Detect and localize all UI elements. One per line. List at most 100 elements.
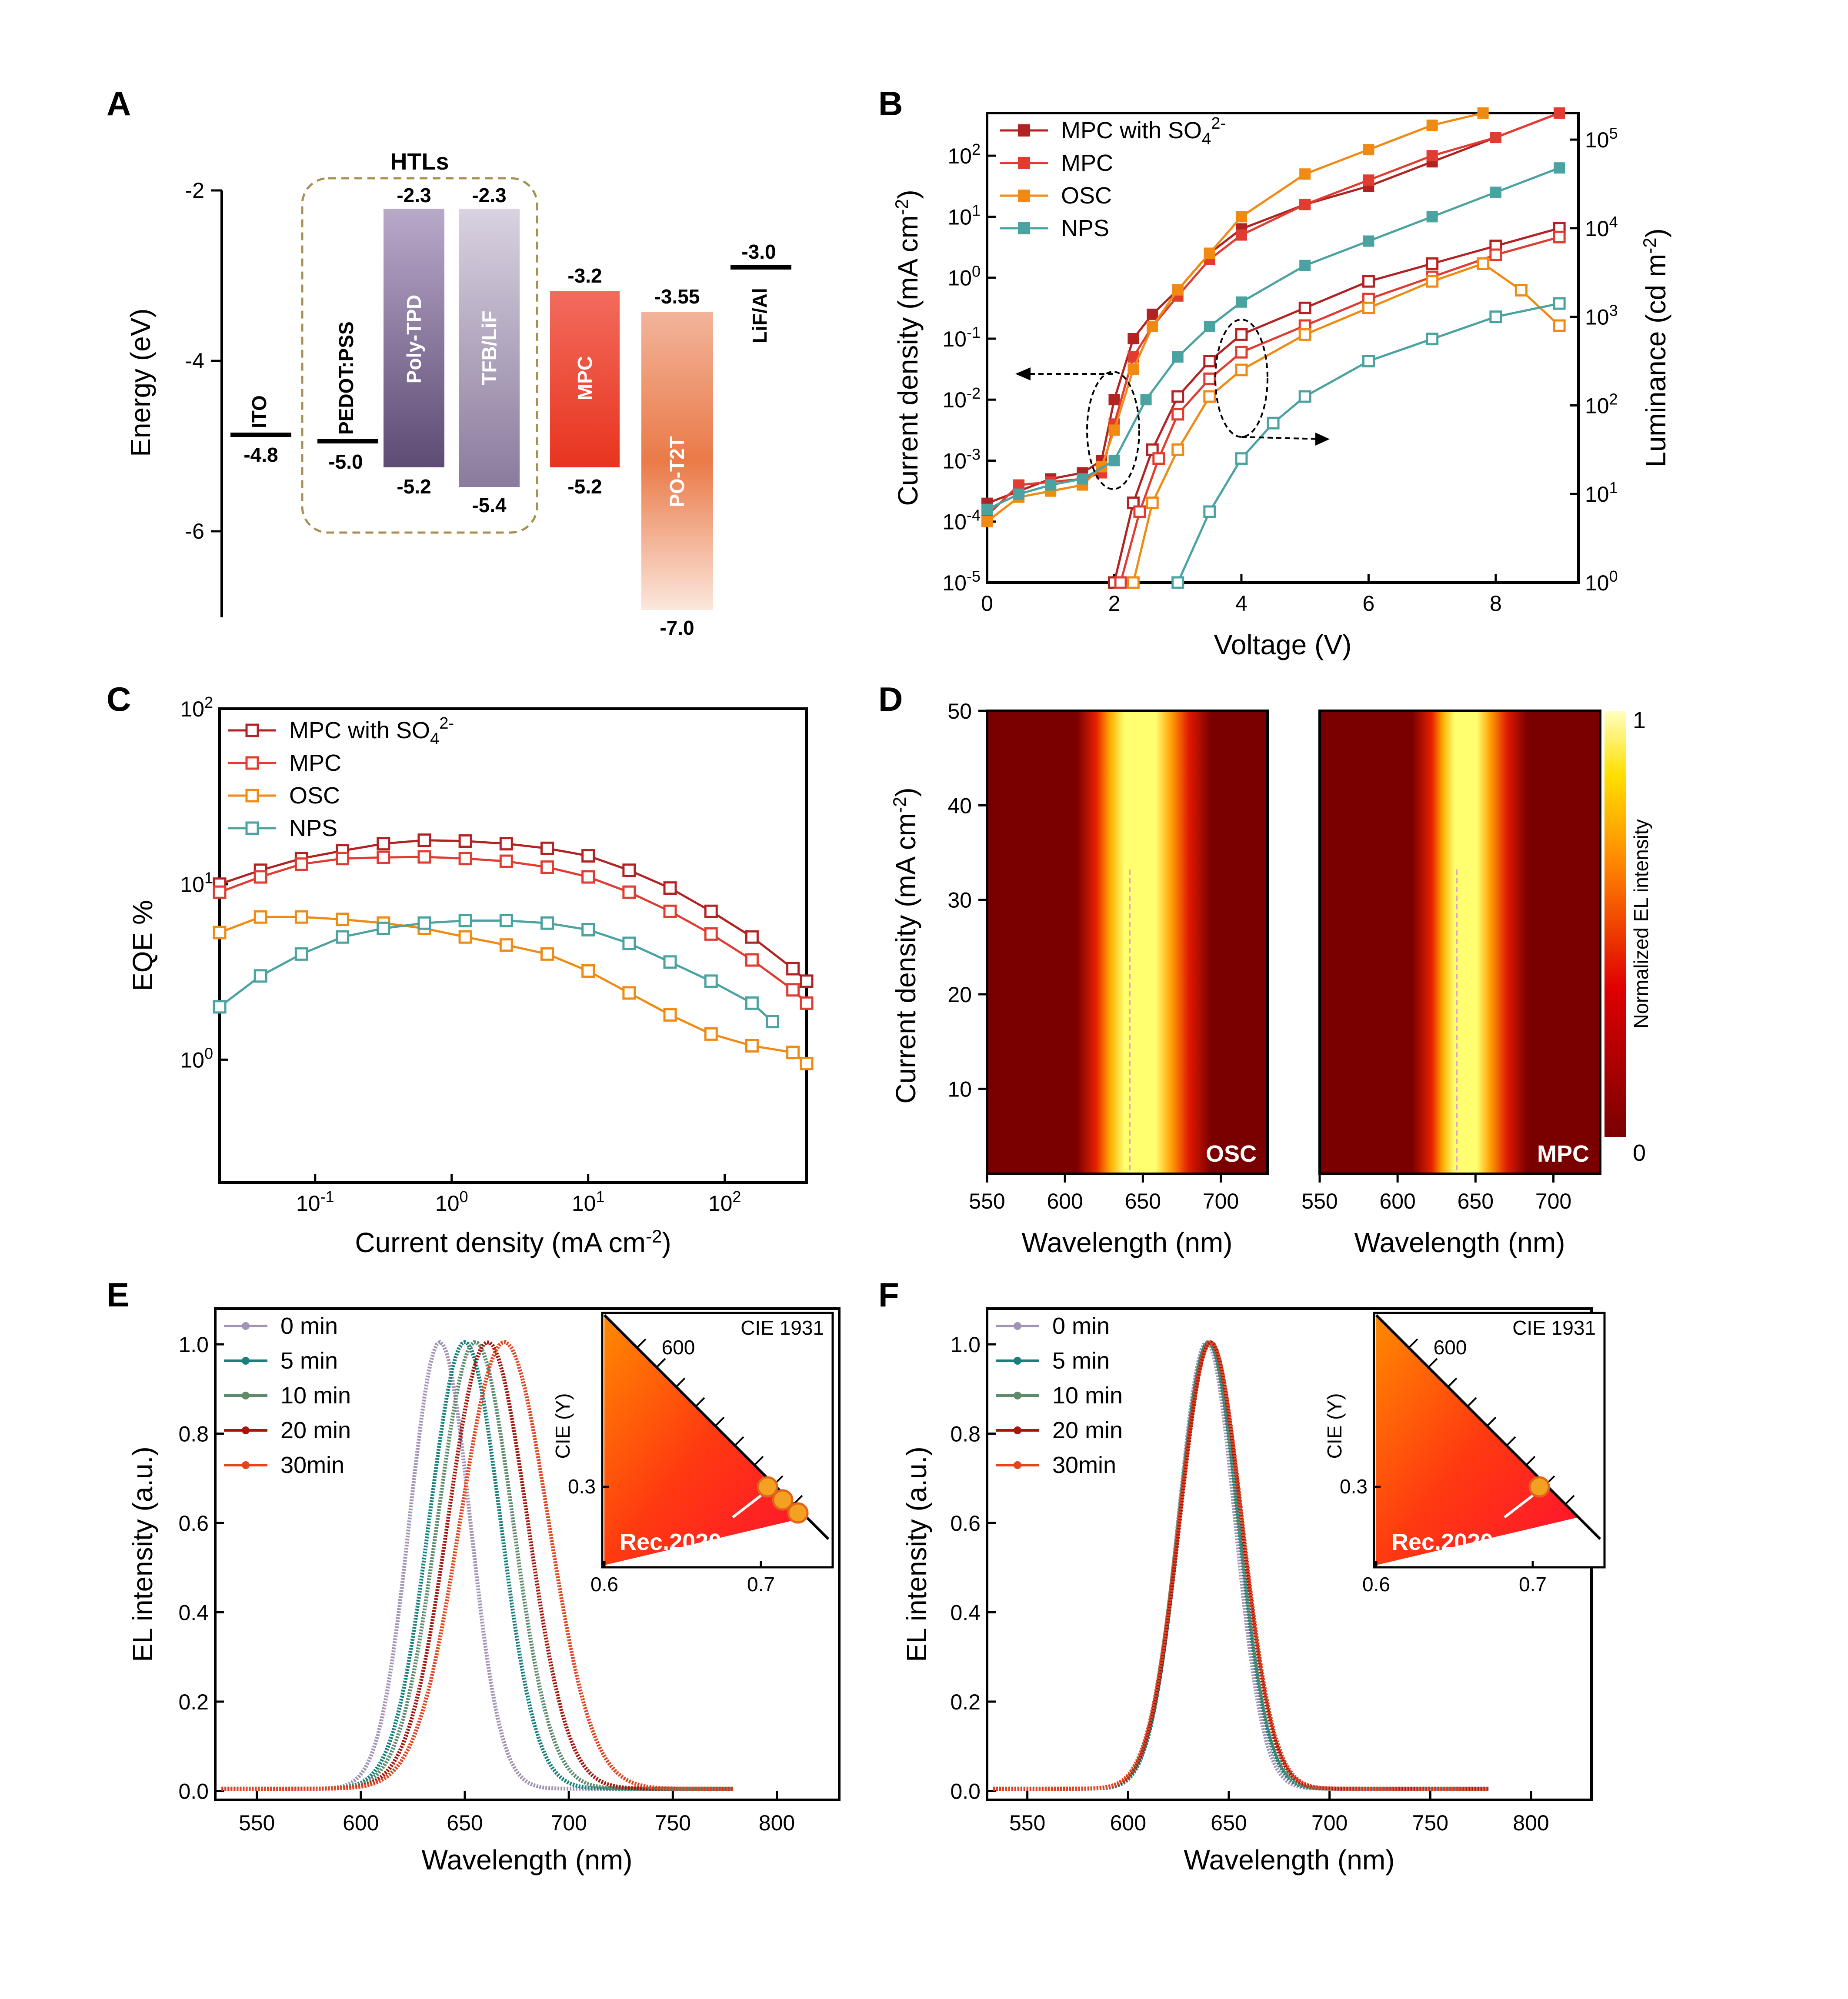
jvl-data-point bbox=[981, 516, 993, 527]
el-e-plot-frame bbox=[214, 1307, 841, 1801]
heatmap-mpc: MPC bbox=[1318, 710, 1601, 1175]
jvl-x-axis-label: Voltage (V) bbox=[1214, 629, 1352, 660]
jvl-y-axis-label: Current density (mA cm-2) bbox=[891, 190, 924, 506]
jvl-data-point bbox=[1553, 230, 1566, 243]
cie-gamut-region bbox=[1376, 1315, 1578, 1565]
el-legend-marker bbox=[1014, 1357, 1021, 1365]
poly-tpd-top: -2.3 bbox=[397, 184, 431, 207]
tfb-lif-bottom: -5.4 bbox=[472, 494, 507, 516]
heatmap-x-tick-label: 700 bbox=[1203, 1189, 1239, 1213]
cie-locus-tick bbox=[675, 1377, 686, 1388]
eqe-data-point bbox=[663, 1008, 677, 1022]
cie-locus-tick bbox=[1467, 1397, 1477, 1407]
eqe-data-point bbox=[704, 904, 718, 918]
el-legend-marker bbox=[1014, 1392, 1021, 1399]
el-legend-marker bbox=[242, 1357, 250, 1365]
jvl-data-point bbox=[1514, 284, 1528, 297]
cie-locus-tick bbox=[754, 1456, 764, 1466]
jvl-data-point bbox=[1204, 247, 1215, 259]
jvl-data-point bbox=[1426, 211, 1438, 223]
heatmap-x-tick-label: 650 bbox=[1458, 1189, 1494, 1213]
heatmap-osc: OSC bbox=[986, 710, 1269, 1175]
el-f-y-axis-label: EL intensity (a.u.) bbox=[901, 1446, 932, 1662]
lif-al-label: LiF/Al bbox=[748, 288, 771, 343]
jvl-data-point bbox=[1489, 310, 1502, 323]
el-legend-marker bbox=[242, 1461, 250, 1469]
el-legend-marker bbox=[1014, 1461, 1021, 1469]
poly-tpd-bar bbox=[384, 209, 444, 467]
mpc-bar bbox=[550, 291, 620, 467]
jvl-data-point bbox=[1204, 320, 1215, 332]
eqe-data-point bbox=[622, 885, 636, 899]
energy-tick-label: -4 bbox=[185, 349, 204, 373]
eqe-data-point bbox=[458, 930, 472, 944]
cie-wavelength-label: 600 bbox=[1434, 1336, 1467, 1359]
eqe-data-point bbox=[417, 833, 431, 847]
jvl-series-line bbox=[986, 112, 1560, 516]
el-e-y-axis-label: EL intensity (a.u.) bbox=[127, 1446, 158, 1662]
jvl-data-point bbox=[1235, 346, 1248, 359]
jvl-legend-marker bbox=[1018, 190, 1030, 202]
el-y-tick-label: 0.0 bbox=[178, 1779, 209, 1803]
eqe-data-point bbox=[581, 964, 595, 978]
jvl-data-point bbox=[981, 503, 993, 515]
el-x-tick-label: 700 bbox=[1311, 1811, 1348, 1835]
jvl-y2-axis-label: Luminance (cd m-2) bbox=[1639, 228, 1671, 467]
cie-y-tick-label: 0.3 bbox=[1340, 1475, 1368, 1498]
cie-locus-tick bbox=[695, 1397, 705, 1407]
jvl-data-point bbox=[1298, 301, 1311, 314]
eqe-y-tick-label: 100 bbox=[180, 1044, 213, 1072]
energy-tick-label: -2 bbox=[185, 178, 204, 203]
el-x-tick-label: 750 bbox=[1412, 1811, 1448, 1835]
jvl-data-point bbox=[1172, 284, 1184, 296]
jvl-data-point bbox=[1235, 229, 1247, 241]
el-y-tick-label: 0.6 bbox=[178, 1511, 209, 1536]
eqe-data-point bbox=[377, 921, 390, 935]
eqe-data-point bbox=[499, 854, 513, 868]
heatmap-osc-frame bbox=[986, 710, 1269, 1175]
jvl-data-point bbox=[1426, 150, 1438, 162]
cie-y-axis-label: CIE (Y) bbox=[551, 1393, 574, 1459]
heatmap-x-tick-label: 550 bbox=[969, 1189, 1005, 1213]
left-arrow-head bbox=[1015, 367, 1031, 380]
cie-coordinate-point bbox=[787, 1502, 809, 1524]
el-legend-marker bbox=[1014, 1426, 1021, 1434]
heatmap-ticks: 550 600 650 700 550 600 650 700 10 20 30 40 50 bbox=[947, 699, 1571, 1213]
tfb-lif-bar bbox=[459, 209, 520, 487]
eqe-chart: 10-1 100 101 102 100 101 102 Current density (… bbox=[127, 693, 814, 1258]
cie-spectral-locus bbox=[1375, 1314, 1601, 1540]
jvl-data-point bbox=[1426, 333, 1439, 346]
eqe-data-point bbox=[336, 852, 350, 866]
el-spectra-e: 550 600 650 700 750 800 0.0 0.2 0.4 0.6 0.8 1.0 0 m… bbox=[127, 1307, 841, 1876]
eqe-data-point bbox=[622, 986, 636, 1000]
el-x-tick-label: 700 bbox=[550, 1811, 587, 1835]
heatmap-y-tick-label: 40 bbox=[947, 793, 972, 818]
eqe-data-point bbox=[540, 860, 554, 874]
el-y-tick-label: 0.4 bbox=[950, 1601, 981, 1625]
eqe-x-tick-label: 102 bbox=[708, 1188, 741, 1216]
heatmap-osc-label: OSC bbox=[1206, 1141, 1257, 1167]
jvl-y-tick-label: 10-3 bbox=[942, 445, 981, 473]
heatmap-mpc-x-axis-label: Wavelength (nm) bbox=[1354, 1227, 1565, 1258]
el-y-tick-label: 0.6 bbox=[950, 1511, 981, 1536]
el-legend-label: 5 min bbox=[1052, 1348, 1110, 1374]
eqe-data-point bbox=[745, 953, 759, 967]
jvl-data-point bbox=[1108, 455, 1120, 466]
jvl-data-point bbox=[1426, 257, 1439, 270]
jvl-y-tick-label: 102 bbox=[947, 140, 981, 168]
jvl-x-tick-label: 8 bbox=[1490, 591, 1502, 616]
eqe-data-point bbox=[294, 857, 308, 871]
heatmap-y-tick-label: 30 bbox=[947, 888, 972, 913]
jvl-data-point bbox=[1298, 328, 1311, 341]
tfb-lif-top: -2.3 bbox=[472, 184, 506, 207]
jvl-y-tick-label: 10-5 bbox=[942, 567, 981, 595]
po-t2t-top: -3.55 bbox=[654, 285, 700, 308]
jvl-data-point bbox=[1426, 120, 1438, 131]
el-x-tick-label: 550 bbox=[239, 1811, 275, 1835]
panel-label-e: E bbox=[107, 1276, 129, 1314]
jvl-data-point bbox=[1235, 328, 1248, 341]
heatmap-mpc-image bbox=[1320, 711, 1600, 1174]
el-spectrum-line bbox=[221, 1340, 734, 1791]
jvl-legend-label: OSC bbox=[1061, 183, 1112, 209]
